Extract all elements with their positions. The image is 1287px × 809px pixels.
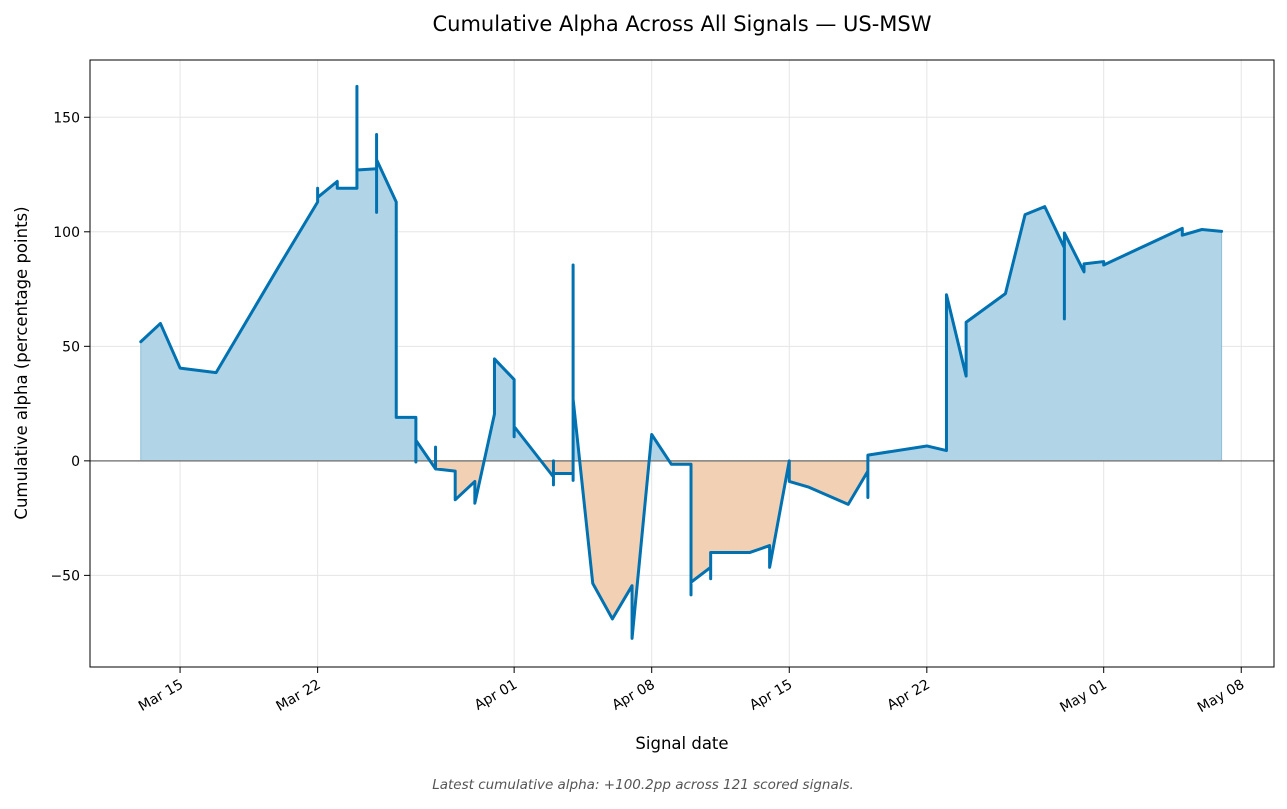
area-fills [140,86,1223,639]
positive-area [483,357,542,462]
x-tick-label: Apr 15 [747,677,795,714]
y-tick-label: −50 [50,568,80,584]
x-axis-label: Signal date [635,734,728,753]
chart-title: Cumulative Alpha Across All Signals — US… [432,12,931,36]
x-tick-label: Apr 22 [885,677,933,714]
footnote: Latest cumulative alpha: +100.2pp across… [432,777,854,793]
x-axis-ticks: Mar 15 Mar 22 Apr 01 Apr 08 Apr 15 Apr 22 May … [136,667,1247,716]
y-tick-label: 50 [62,339,80,355]
series-line [139,84,1224,640]
y-tick-label: 150 [53,110,80,126]
x-tick-label: May 01 [1057,677,1109,716]
positive-area [140,86,417,462]
positive-area [867,205,1223,462]
x-tick-label: Apr 08 [609,677,657,714]
y-axis-ticks: −50 0 50 100 150 [50,110,90,584]
y-tick-label: 0 [71,454,80,470]
plot-frame [89,59,1275,668]
x-tick-label: Mar 22 [273,677,323,715]
x-tick-label: Mar 15 [136,677,186,715]
x-tick-label: Apr 01 [472,677,520,714]
y-tick-label: 100 [53,225,80,241]
y-axis-label: Cumulative alpha (percentage points) [12,206,31,519]
x-tick-label: May 08 [1195,677,1247,716]
